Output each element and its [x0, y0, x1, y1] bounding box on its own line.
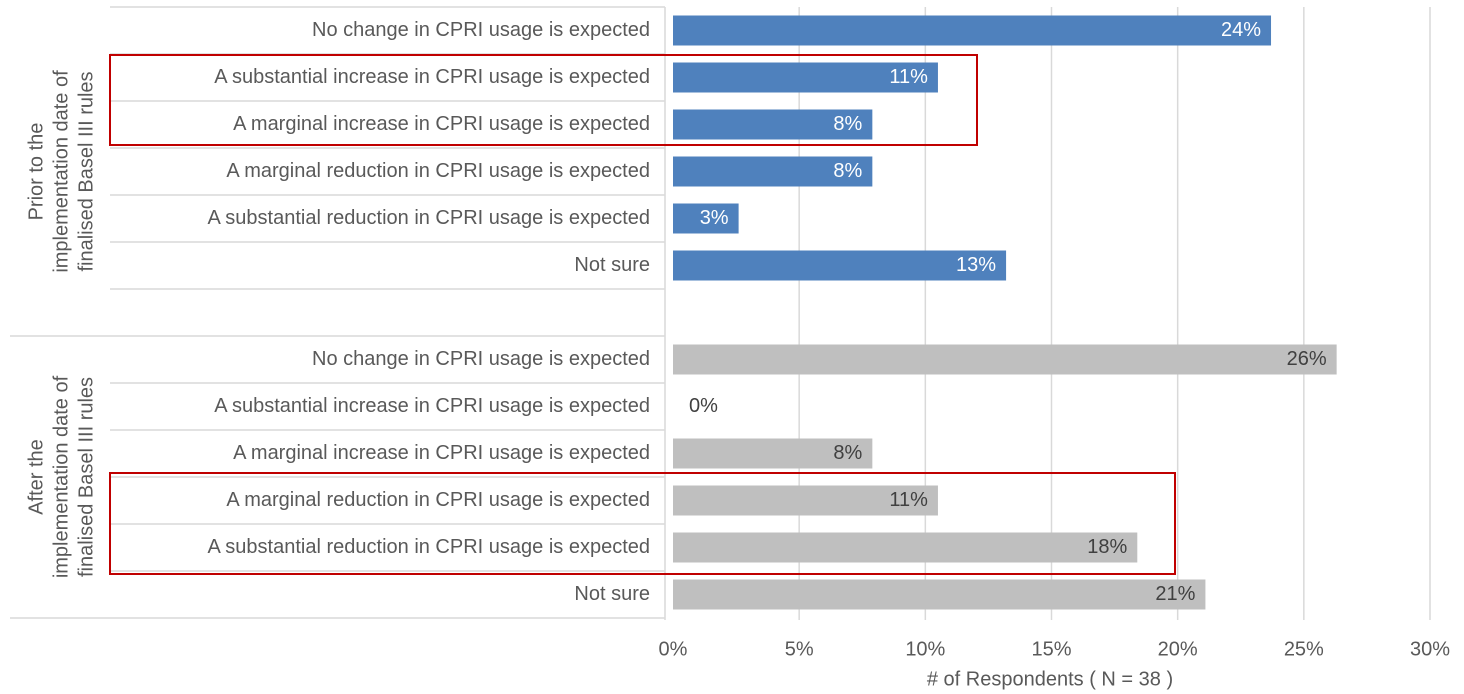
- x-tick-label: 20%: [1158, 638, 1198, 660]
- marks: [673, 15, 1337, 610]
- highlight-box: [109, 472, 1176, 575]
- category-label: A marginal increase in CPRI usage is exp…: [233, 113, 650, 135]
- bar: [673, 156, 873, 187]
- data-label: 18%: [1087, 536, 1127, 558]
- category-label: A marginal reduction in CPRI usage is ex…: [226, 160, 650, 182]
- group-label: finalised Basel III rules: [75, 377, 97, 577]
- data-label: 8%: [833, 442, 862, 464]
- category-label: A marginal increase in CPRI usage is exp…: [233, 442, 650, 464]
- bar: [673, 109, 873, 140]
- bar: [673, 532, 1138, 563]
- data-label: 26%: [1287, 348, 1327, 370]
- bar: [673, 579, 1206, 610]
- data-label: 24%: [1221, 19, 1261, 41]
- x-tick-label: 15%: [1031, 638, 1071, 660]
- category-label: No change in CPRI usage is expected: [312, 19, 650, 41]
- bar: [673, 62, 938, 93]
- x-tick-label: 25%: [1284, 638, 1324, 660]
- bar: [673, 485, 938, 516]
- category-label: Not sure: [574, 583, 650, 605]
- bar: [673, 15, 1272, 46]
- data-label: 11%: [889, 489, 928, 511]
- highlight-box: [109, 54, 978, 146]
- group-label: Prior to the: [25, 123, 47, 221]
- category-label: A substantial increase in CPRI usage is …: [214, 395, 650, 417]
- group-label: implementation date of: [50, 70, 72, 273]
- x-tick-label: 0%: [659, 638, 688, 660]
- x-axis-label: # of Respondents ( N = 38 ): [927, 668, 1173, 690]
- bar: [673, 438, 873, 469]
- data-label: 13%: [956, 254, 996, 276]
- category-label: A marginal reduction in CPRI usage is ex…: [226, 489, 650, 511]
- x-tick-label: 30%: [1410, 638, 1450, 660]
- group-label: finalised Basel III rules: [75, 71, 97, 271]
- data-label: 8%: [833, 113, 862, 135]
- data-label: 11%: [889, 66, 928, 88]
- data-label: 8%: [833, 160, 862, 182]
- x-tick-label: 5%: [785, 638, 814, 660]
- category-label: Not sure: [574, 254, 650, 276]
- category-label: A substantial reduction in CPRI usage is…: [208, 207, 650, 229]
- grid: [10, 6, 1431, 620]
- group-label: implementation date of: [50, 375, 72, 578]
- category-label: A substantial reduction in CPRI usage is…: [208, 536, 650, 558]
- bar: [673, 203, 739, 234]
- x-tick-label: 10%: [905, 638, 945, 660]
- bar: [673, 344, 1337, 375]
- bar: [673, 250, 1007, 281]
- category-label: A substantial increase in CPRI usage is …: [214, 66, 650, 88]
- data-label: 3%: [700, 207, 729, 229]
- data-label: 0%: [689, 395, 718, 417]
- data-label: 21%: [1155, 583, 1195, 605]
- category-label: No change in CPRI usage is expected: [312, 348, 650, 370]
- group-label: After the: [25, 439, 47, 515]
